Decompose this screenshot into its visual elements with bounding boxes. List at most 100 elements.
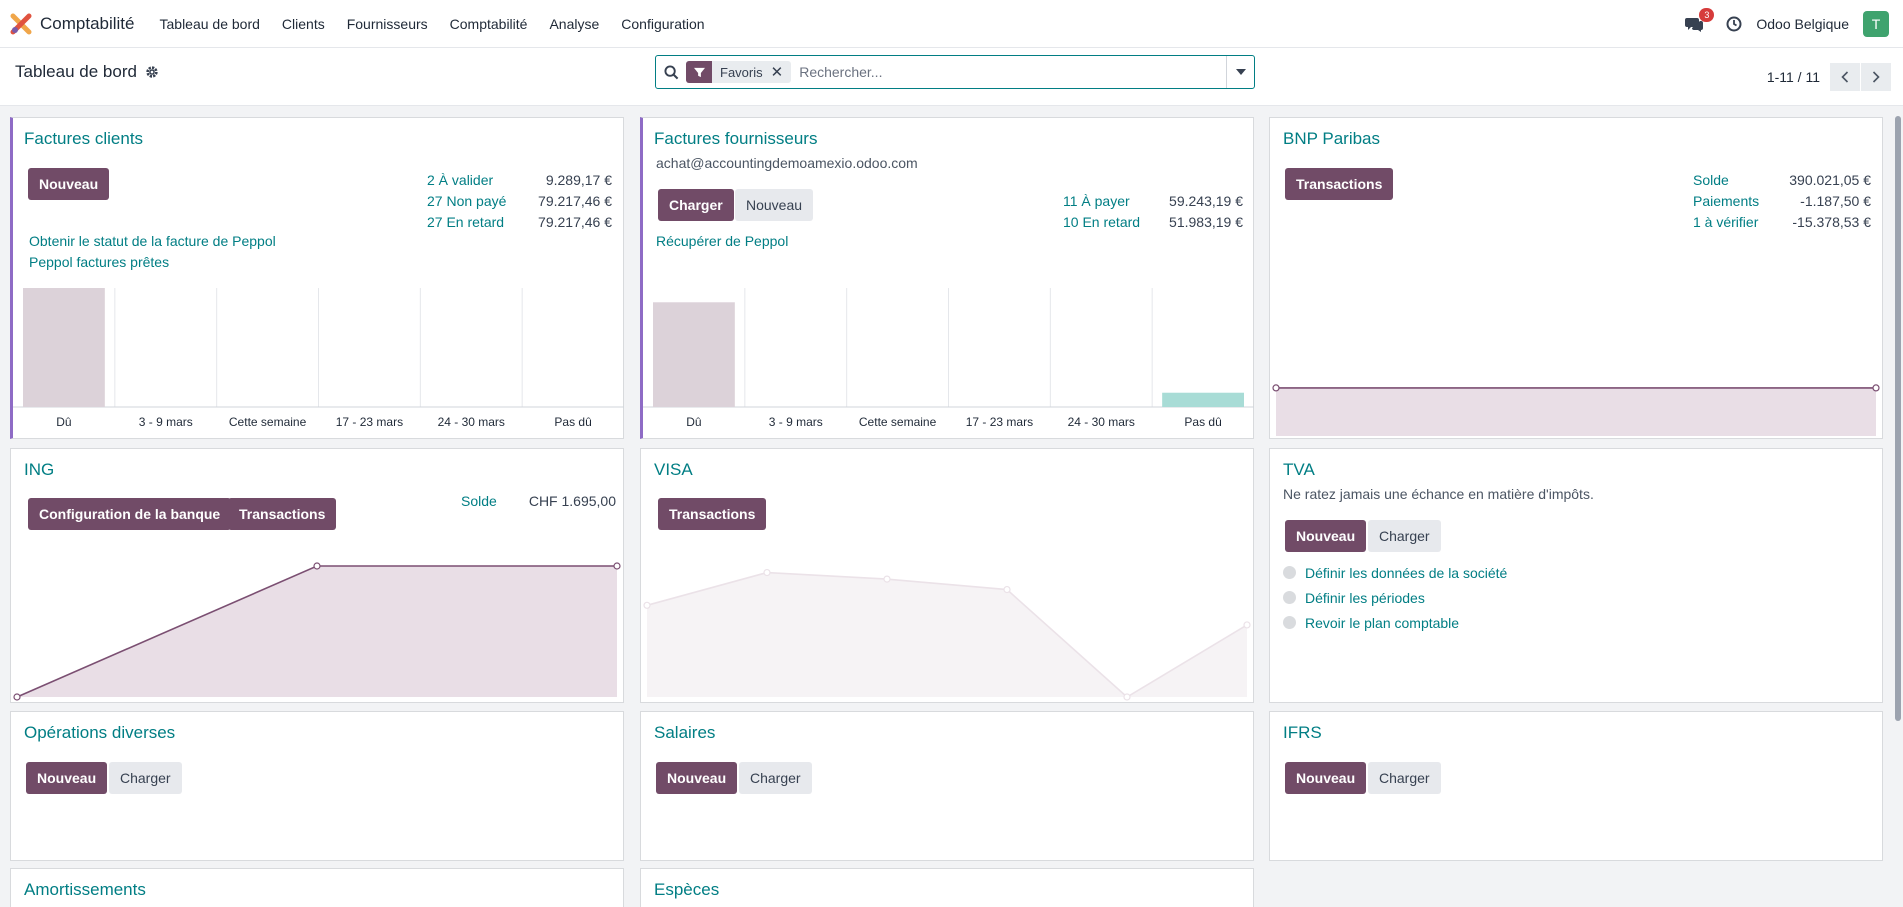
transactions-button[interactable]: Transactions bbox=[228, 498, 337, 530]
pager-previous-button[interactable] bbox=[1830, 63, 1860, 91]
bnp-balance-chart bbox=[1272, 384, 1880, 436]
close-icon[interactable]: ✕ bbox=[770, 64, 784, 81]
company-switcher[interactable]: Odoo Belgique bbox=[1756, 16, 1849, 32]
onboarding-checklist: Définir les données de la société Défini… bbox=[1283, 560, 1507, 635]
chart-point[interactable] bbox=[1123, 693, 1131, 701]
stat-value: -15.378,53 € bbox=[1792, 214, 1871, 230]
journal-stats: 2 À valider 9.289,17 € 27 Non payé 79.217,… bbox=[427, 170, 612, 233]
pager-next-button[interactable] bbox=[1861, 63, 1891, 91]
chart-point[interactable] bbox=[313, 562, 321, 570]
scrollbar-thumb[interactable] bbox=[1895, 116, 1901, 721]
chevron-left-icon bbox=[1841, 71, 1849, 83]
chart-area bbox=[1276, 387, 1876, 436]
new-invoice-button[interactable]: Nouveau bbox=[28, 168, 110, 200]
transactions-button[interactable]: Transactions bbox=[1285, 168, 1394, 200]
journal-title[interactable]: Opérations diverses bbox=[24, 723, 176, 742]
upload-button[interactable]: Charger bbox=[1368, 762, 1441, 794]
journal-title[interactable]: IFRS bbox=[1283, 723, 1322, 742]
journal-title[interactable]: BNP Paribas bbox=[1283, 129, 1381, 148]
checklist-label[interactable]: Revoir le plan comptable bbox=[1305, 614, 1460, 631]
stat-balance[interactable]: Solde bbox=[461, 493, 497, 509]
stat-unpaid[interactable]: 27 Non payé bbox=[427, 193, 507, 209]
chart-bar[interactable] bbox=[23, 288, 105, 407]
search-icon[interactable] bbox=[656, 64, 686, 80]
ing-balance-chart bbox=[13, 562, 621, 701]
journal-card-ing: ING Configuration de la banque Transacti… bbox=[10, 448, 624, 703]
new-tax-button[interactable]: Nouveau bbox=[1285, 520, 1367, 552]
journal-title[interactable]: Factures fournisseurs bbox=[654, 129, 818, 148]
chart-tick-label: Dû bbox=[686, 415, 701, 429]
user-avatar[interactable]: T bbox=[1863, 11, 1889, 37]
journal-card-factures-fournisseurs: Factures fournisseurs achat@accountingde… bbox=[640, 117, 1254, 439]
new-entry-button[interactable]: Nouveau bbox=[26, 762, 108, 794]
new-bill-button[interactable]: Nouveau bbox=[735, 189, 814, 221]
app-name[interactable]: Comptabilité bbox=[40, 13, 135, 33]
journal-title[interactable]: Salaires bbox=[654, 723, 716, 742]
stat-late[interactable]: 27 En retard bbox=[427, 214, 505, 230]
chart-bar[interactable] bbox=[653, 302, 735, 407]
journal-card-tva: TVA Ne ratez jamais une échance en matiè… bbox=[1269, 448, 1883, 703]
stat-late[interactable]: 10 En retard bbox=[1063, 214, 1141, 230]
journal-title[interactable]: Espèces bbox=[654, 880, 720, 899]
menu-clients[interactable]: Clients bbox=[281, 15, 325, 32]
peppol-status-link[interactable]: Obtenir le statut de la facture de Peppo… bbox=[29, 233, 276, 249]
menu-fournisseurs[interactable]: Fournisseurs bbox=[346, 15, 428, 32]
chart-tick-label: 17 - 23 mars bbox=[966, 415, 1033, 429]
checklist-label[interactable]: Définir les périodes bbox=[1305, 589, 1425, 606]
chart-tick-label: Pas dû bbox=[554, 415, 591, 429]
peppol-fetch-link[interactable]: Récupérer de Peppol bbox=[656, 233, 789, 249]
gear-icon[interactable] bbox=[145, 65, 159, 79]
status-dot-icon bbox=[1283, 591, 1296, 604]
upload-button[interactable]: Charger bbox=[658, 189, 734, 221]
chart-point[interactable] bbox=[643, 601, 651, 609]
chart-tick-label: 17 - 23 mars bbox=[336, 415, 403, 429]
chart-point[interactable] bbox=[1872, 384, 1880, 392]
chart-tick-label: Pas dû bbox=[1184, 415, 1221, 429]
search-input[interactable] bbox=[799, 64, 1226, 80]
journal-title[interactable]: Amortissements bbox=[24, 880, 146, 899]
visa-balance-chart bbox=[643, 568, 1251, 701]
chart-point[interactable] bbox=[613, 562, 621, 570]
new-entry-button[interactable]: Nouveau bbox=[1285, 762, 1367, 794]
upload-button[interactable]: Charger bbox=[109, 762, 182, 794]
chart-bar[interactable] bbox=[1162, 392, 1244, 407]
new-entry-button[interactable]: Nouveau bbox=[656, 762, 738, 794]
app-logo-icon[interactable] bbox=[10, 13, 32, 35]
chart-point[interactable] bbox=[883, 575, 891, 583]
upload-button[interactable]: Charger bbox=[1368, 520, 1441, 552]
stat-to-pay[interactable]: 11 À payer bbox=[1063, 193, 1130, 209]
journal-title[interactable]: Factures clients bbox=[24, 129, 144, 148]
menu-configuration[interactable]: Configuration bbox=[621, 15, 705, 32]
stat-balance[interactable]: Solde bbox=[1693, 172, 1729, 188]
checklist-item[interactable]: Revoir le plan comptable bbox=[1283, 610, 1507, 635]
chat-button[interactable]: 3 bbox=[1682, 8, 1715, 36]
menu-analyse[interactable]: Analyse bbox=[549, 15, 600, 32]
page-scrollbar[interactable] bbox=[1893, 106, 1903, 907]
bank-configuration-button[interactable]: Configuration de la banque bbox=[28, 498, 232, 530]
chevron-right-icon bbox=[1872, 71, 1880, 83]
stat-payments[interactable]: Paiements bbox=[1693, 193, 1760, 209]
chart-point[interactable] bbox=[1243, 621, 1251, 629]
chart-point[interactable] bbox=[763, 568, 771, 577]
journal-title[interactable]: ING bbox=[24, 460, 55, 479]
chart-point[interactable] bbox=[1003, 585, 1011, 594]
checklist-item[interactable]: Définir les périodes bbox=[1283, 585, 1507, 610]
search-options-toggle[interactable] bbox=[1226, 56, 1254, 88]
journal-title[interactable]: TVA bbox=[1283, 460, 1315, 479]
chart-point[interactable] bbox=[1272, 384, 1280, 392]
transactions-button[interactable]: Transactions bbox=[658, 498, 767, 530]
stat-to-check[interactable]: 1 à vérifier bbox=[1693, 214, 1759, 230]
stat-value: 9.289,17 € bbox=[545, 172, 612, 188]
menu-comptabilite[interactable]: Comptabilité bbox=[449, 15, 528, 32]
checklist-label[interactable]: Définir les données de la société bbox=[1305, 564, 1508, 581]
activity-button[interactable] bbox=[1724, 14, 1744, 34]
pager-value[interactable]: 1-11 / 11 bbox=[1766, 69, 1820, 85]
stat-to-validate[interactable]: 2 À valider bbox=[427, 172, 494, 188]
upload-button[interactable]: Charger bbox=[739, 762, 812, 794]
journal-card-especes: Espèces bbox=[640, 868, 1254, 907]
menu-tableau-de-bord[interactable]: Tableau de bord bbox=[159, 15, 260, 32]
peppol-ready-link[interactable]: Peppol factures prêtes bbox=[29, 254, 170, 270]
journal-title[interactable]: VISA bbox=[654, 460, 693, 479]
checklist-item[interactable]: Définir les données de la société bbox=[1283, 560, 1507, 585]
chart-point[interactable] bbox=[13, 693, 21, 701]
